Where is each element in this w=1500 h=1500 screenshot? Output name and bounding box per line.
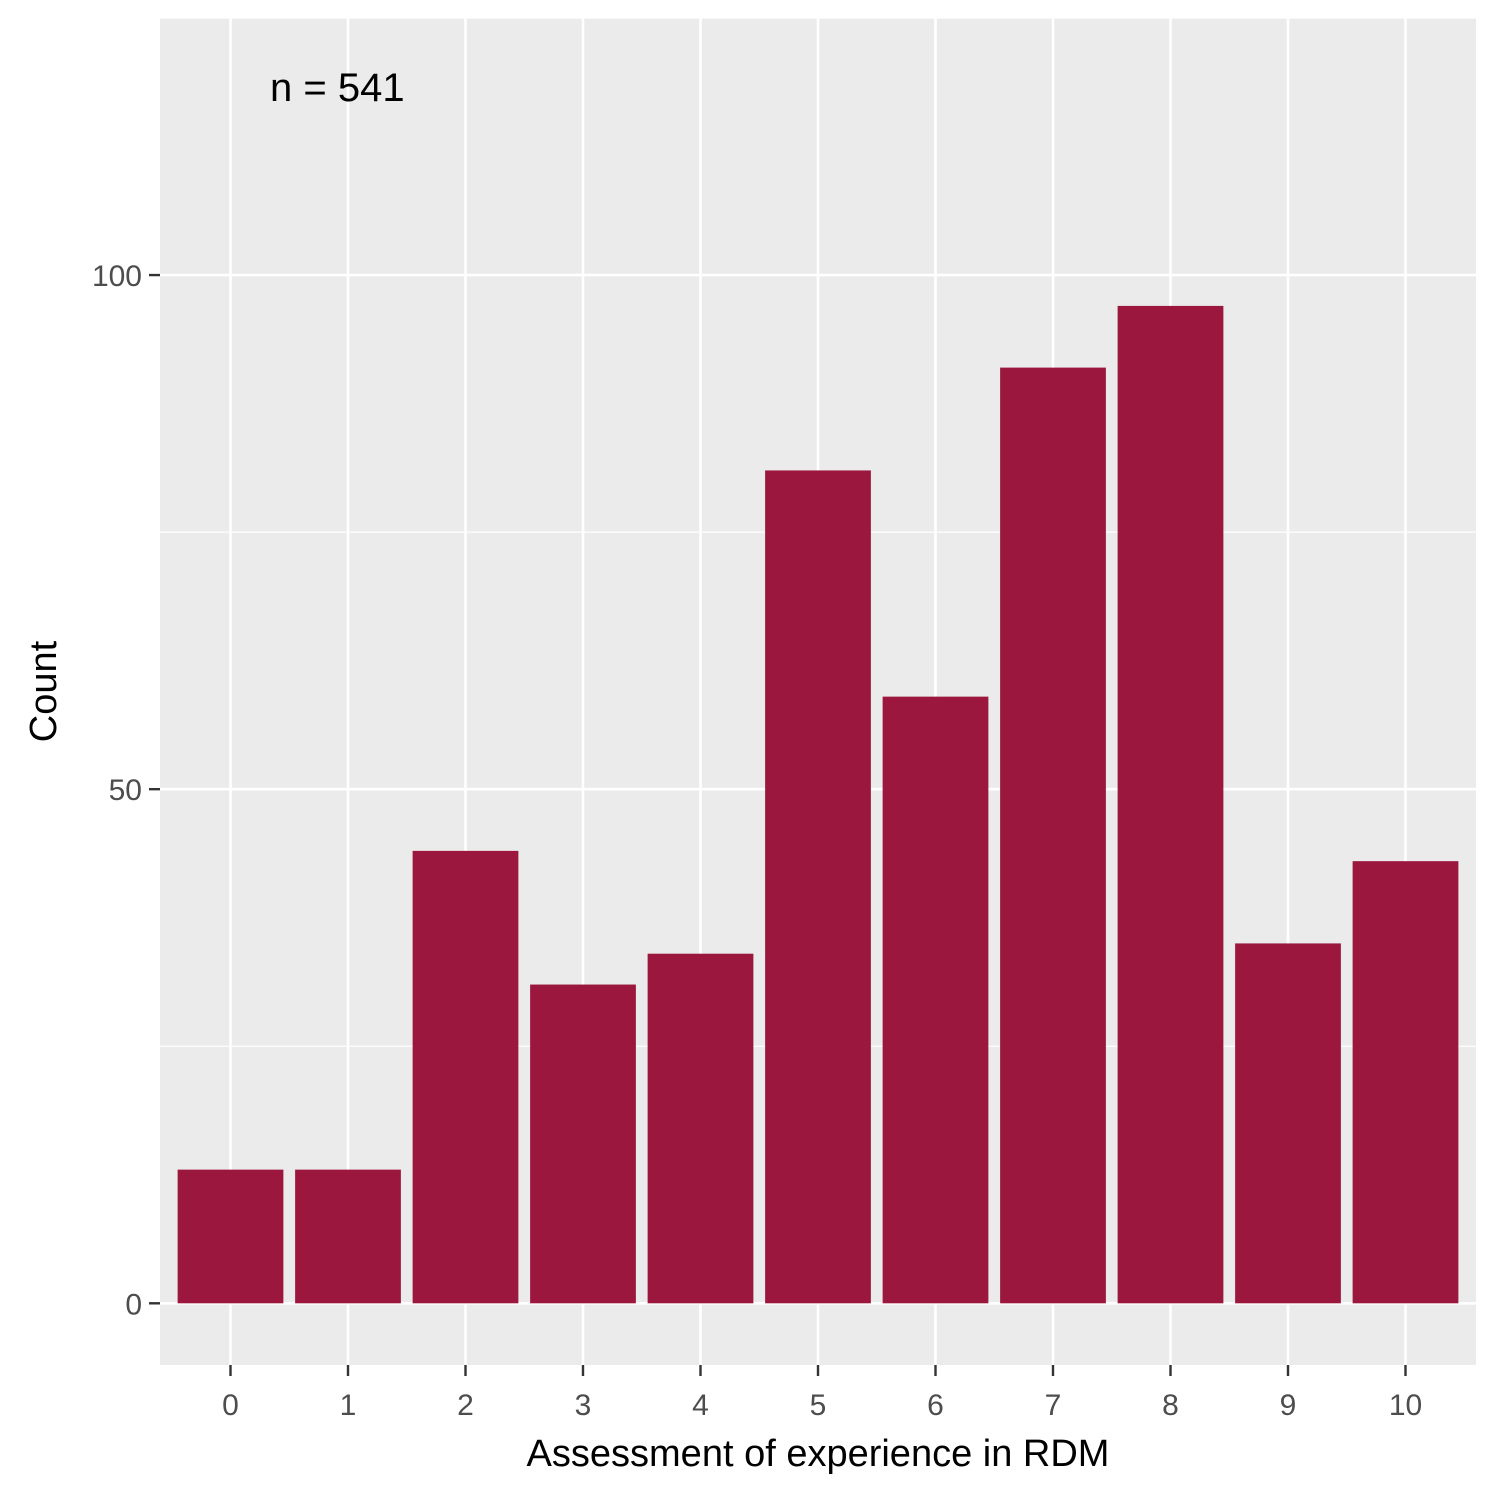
- bar-4: [647, 953, 754, 1304]
- x-tick-label: 9: [1280, 1389, 1297, 1422]
- x-axis: 0 1 2 3 4 5 6 7 8 9 10: [222, 1365, 1422, 1422]
- x-tick-label: 1: [340, 1389, 357, 1422]
- y-tick-label: 100: [92, 260, 142, 293]
- bar-1: [295, 1169, 401, 1304]
- bar-10: [1352, 861, 1459, 1304]
- bar-9: [1235, 943, 1341, 1304]
- x-tick-label: 2: [457, 1389, 474, 1422]
- x-tick-label: 7: [1045, 1389, 1062, 1422]
- y-axis-title: Count: [23, 640, 65, 742]
- sample-size-annotation: n = 541: [270, 66, 405, 110]
- x-tick-label: 4: [692, 1389, 709, 1422]
- bar-5: [765, 470, 871, 1304]
- x-tick-label: 8: [1162, 1389, 1179, 1422]
- y-tick-label: 50: [109, 774, 142, 807]
- x-axis-title: Assessment of experience in RDM: [527, 1433, 1110, 1475]
- bar-3: [530, 984, 636, 1304]
- bar-2: [412, 850, 519, 1304]
- bar-8: [1117, 305, 1224, 1304]
- bars: [177, 305, 1459, 1304]
- y-axis: 0 50 100: [92, 260, 160, 1321]
- x-tick-label: 10: [1389, 1389, 1422, 1422]
- bar-0: [177, 1169, 284, 1304]
- x-tick-label: 0: [222, 1389, 239, 1422]
- x-tick-label: 5: [810, 1389, 827, 1422]
- x-tick-label: 3: [575, 1389, 592, 1422]
- bar-6: [882, 696, 989, 1304]
- x-tick-label: 6: [927, 1389, 944, 1422]
- y-tick-label: 0: [125, 1288, 142, 1321]
- bar-7: [1000, 367, 1106, 1304]
